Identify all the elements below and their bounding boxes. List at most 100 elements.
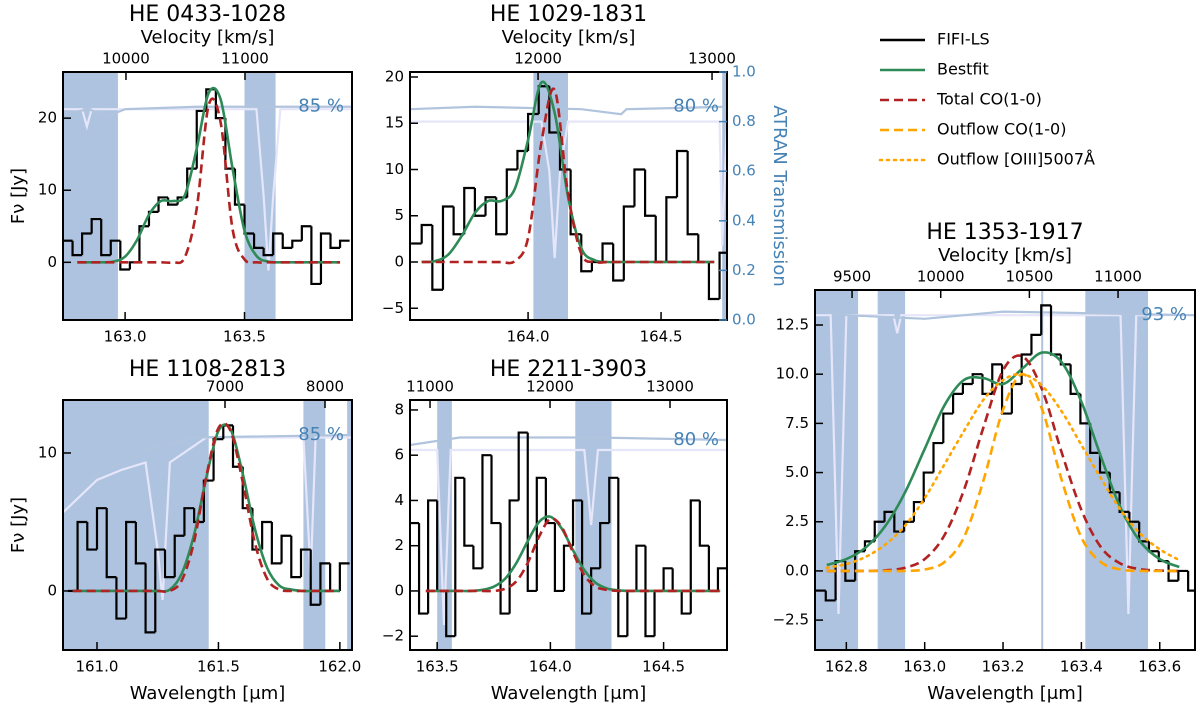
y-tick-label: 7.5 xyxy=(785,414,809,432)
x2-tick-label: 11000 xyxy=(1094,268,1142,286)
spectrum-step xyxy=(562,544,574,591)
legend: FIFI-LS Bestfit Total CO(1-0) Outflow CO(1-… xyxy=(878,30,1095,169)
spectrum-step xyxy=(689,499,700,614)
spectrum-step xyxy=(1040,304,1052,335)
spectrum-step xyxy=(1187,570,1195,592)
panel-plot-area xyxy=(63,400,352,650)
y2-tick-label: 0.2 xyxy=(732,261,756,279)
spectrum-step xyxy=(473,187,486,217)
spectrum-step xyxy=(81,232,92,256)
spectrum-step xyxy=(329,563,340,593)
y-tick-label: 20 xyxy=(38,109,57,127)
y2-axis-label: ATRAN Transmission xyxy=(769,105,790,286)
fit-curve xyxy=(826,372,1180,573)
spectrum-step xyxy=(505,168,518,235)
y2-tick-label: 0.0 xyxy=(732,311,756,329)
x2-axis-label: Velocity [km/s] xyxy=(502,27,636,48)
x-tick-label: 164.5 xyxy=(642,658,685,676)
spectrum-step xyxy=(431,225,443,291)
x2-tick-label: 7000 xyxy=(206,378,244,396)
spectrum-step xyxy=(873,520,885,542)
x2-tick-label: 12000 xyxy=(526,378,574,396)
y-tick-label: 20 xyxy=(385,67,404,85)
spectrum-step xyxy=(991,363,1003,394)
spectrum-step xyxy=(517,431,528,501)
spectrum-step xyxy=(272,232,283,256)
spectrum-step xyxy=(154,548,165,633)
spectrum-step xyxy=(633,168,646,207)
spectrum-step xyxy=(299,548,311,578)
y-tick-label: 0 xyxy=(394,581,404,599)
x-axis-label: Wavelength [μm] xyxy=(927,683,1083,704)
spectrum-step xyxy=(903,520,914,532)
spectrum-step xyxy=(280,534,292,564)
x-axis-label: Wavelength [μm] xyxy=(130,683,286,704)
spectrum-step xyxy=(697,234,709,264)
spectrum-step xyxy=(173,534,185,578)
spectrum-step xyxy=(971,373,983,385)
x-tick-label: 164.5 xyxy=(640,328,683,346)
spectrum-step xyxy=(338,562,350,591)
panel-plot-area xyxy=(63,72,352,320)
spectrum-step xyxy=(86,521,97,551)
y-tick-label: 6 xyxy=(394,446,404,464)
spectrum-step xyxy=(580,500,592,615)
transmission-curve xyxy=(63,105,352,118)
y-tick-label: 15 xyxy=(385,114,404,132)
spectrum-step xyxy=(472,545,483,570)
spectrum-step xyxy=(463,477,474,547)
y-tick-label: −2 xyxy=(382,627,404,645)
spectrum-step xyxy=(844,561,856,582)
spectrum-step xyxy=(653,589,664,637)
legend-label: Outflow CO(1-0) xyxy=(937,120,1066,139)
x2-axis-label: Velocity [km/s] xyxy=(938,245,1072,266)
legend-label: Total CO(1-0) xyxy=(936,90,1042,109)
spectrum-step xyxy=(252,233,264,250)
x-tick-label: 163.4 xyxy=(1060,658,1103,676)
spectrum-step xyxy=(665,196,678,263)
spectrum-step xyxy=(553,523,564,593)
axes-frame xyxy=(409,71,728,321)
transmission-hires-curve xyxy=(410,448,727,626)
y-tick-label: 2 xyxy=(394,536,404,554)
x-tick-label: 163.5 xyxy=(416,658,459,676)
y-tick-label: −5 xyxy=(382,299,404,317)
spectrum-step xyxy=(420,223,433,244)
shaded-band xyxy=(877,290,906,650)
spectrum-step xyxy=(1030,333,1042,355)
spectrum-step xyxy=(290,535,301,579)
spectrum-step xyxy=(716,567,727,591)
x-tick-label: 163.0 xyxy=(903,658,946,676)
spectrum-step xyxy=(1010,382,1022,414)
spectrum-step xyxy=(617,477,628,638)
spectrum-step xyxy=(590,567,601,614)
y-tick-label: 10 xyxy=(38,443,57,461)
x2-tick-label: 13000 xyxy=(688,50,736,68)
x2-tick-label: 11000 xyxy=(406,378,454,396)
spectrum-step xyxy=(961,382,973,394)
axes-frame xyxy=(409,399,728,651)
axes-frame xyxy=(62,71,353,321)
x2-tick-label: 10500 xyxy=(1006,268,1054,286)
shaded-band xyxy=(1085,290,1148,650)
spectrum-step xyxy=(193,508,204,524)
y2-tick-label: 0.4 xyxy=(732,211,756,229)
spectrum-step xyxy=(942,412,954,444)
fit-curve xyxy=(425,517,721,593)
transmission-annotation: 85 % xyxy=(298,96,344,117)
spectrum-step xyxy=(622,205,635,281)
spectrum-step xyxy=(281,233,293,250)
x-tick-label: 161.0 xyxy=(76,658,119,676)
spectrum-step xyxy=(119,240,130,271)
transmission-annotation: 80 % xyxy=(673,429,719,450)
legend-label: FIFI-LS xyxy=(937,30,990,49)
spectrum-step xyxy=(163,549,175,579)
y-tick-label: −2.5 xyxy=(773,611,809,629)
spectrum-step xyxy=(90,217,102,234)
spectrum-step xyxy=(932,441,944,473)
spectrum-step xyxy=(95,507,107,550)
y-axis-label: Fν [Jy] xyxy=(8,168,29,224)
y-tick-label: 12.5 xyxy=(776,316,809,334)
axes-frame xyxy=(814,289,1196,651)
spectrum-step xyxy=(109,239,121,256)
